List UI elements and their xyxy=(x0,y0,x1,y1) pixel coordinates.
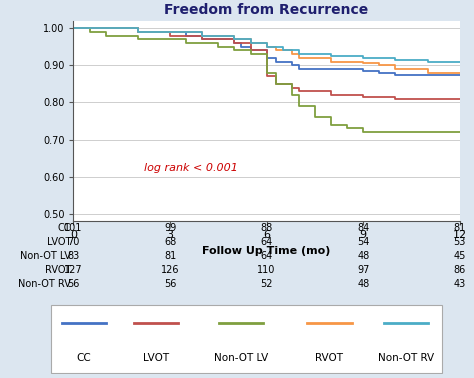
Text: log rank < 0.001: log rank < 0.001 xyxy=(144,163,238,173)
Text: 56: 56 xyxy=(67,279,80,289)
Text: 64: 64 xyxy=(261,237,273,247)
Text: 81: 81 xyxy=(164,251,176,261)
Text: Non-OT LV: Non-OT LV xyxy=(214,353,268,363)
Text: 99: 99 xyxy=(164,223,176,233)
Text: 110: 110 xyxy=(257,265,276,275)
Text: RVOT: RVOT xyxy=(315,353,344,363)
Text: 52: 52 xyxy=(260,279,273,289)
Text: 70: 70 xyxy=(67,237,80,247)
Text: 81: 81 xyxy=(454,223,466,233)
Text: 43: 43 xyxy=(454,279,466,289)
Text: LVOT: LVOT xyxy=(143,353,169,363)
Text: 101: 101 xyxy=(64,223,82,233)
Text: 53: 53 xyxy=(454,237,466,247)
Text: 45: 45 xyxy=(454,251,466,261)
Text: CC: CC xyxy=(76,353,91,363)
Text: 64: 64 xyxy=(261,251,273,261)
Title: Freedom from Recurrence: Freedom from Recurrence xyxy=(164,3,369,17)
Text: 68: 68 xyxy=(164,237,176,247)
Text: 126: 126 xyxy=(161,265,179,275)
Text: CC: CC xyxy=(57,223,71,233)
Text: 83: 83 xyxy=(67,251,80,261)
Text: RVOT: RVOT xyxy=(45,265,71,275)
Text: 84: 84 xyxy=(357,223,369,233)
Text: 56: 56 xyxy=(164,279,176,289)
Text: 54: 54 xyxy=(357,237,369,247)
Text: Non-OT LV: Non-OT LV xyxy=(20,251,71,261)
Text: 127: 127 xyxy=(64,265,83,275)
Text: Non-OT RV: Non-OT RV xyxy=(18,279,71,289)
X-axis label: Follow Up Time (mo): Follow Up Time (mo) xyxy=(202,246,331,256)
Text: 88: 88 xyxy=(261,223,273,233)
Text: LVOT: LVOT xyxy=(46,237,71,247)
FancyBboxPatch shape xyxy=(51,305,442,373)
Text: 86: 86 xyxy=(454,265,466,275)
Text: 48: 48 xyxy=(357,251,369,261)
Text: Non-OT RV: Non-OT RV xyxy=(378,353,434,363)
Text: 97: 97 xyxy=(357,265,369,275)
Text: 48: 48 xyxy=(357,279,369,289)
